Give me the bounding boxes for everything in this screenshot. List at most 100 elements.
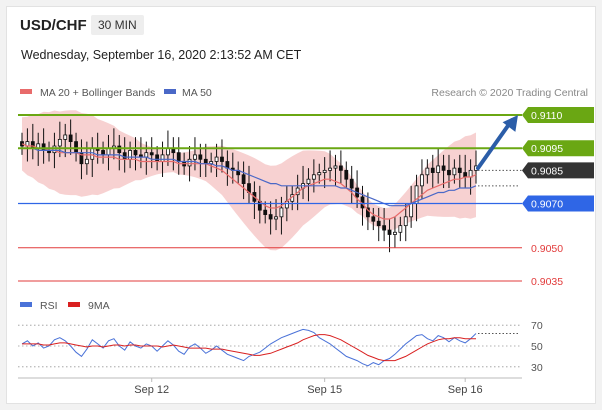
candle-body	[101, 150, 105, 156]
candle-body	[263, 209, 268, 215]
candle	[420, 159, 424, 200]
pivot-label: 0.9070	[531, 199, 563, 211]
candle-body	[160, 154, 165, 162]
chart-card: USD/CHF 30 MIN Wednesday, September 16, …	[6, 6, 596, 404]
timeframe-badge[interactable]: 30 MIN	[91, 15, 144, 35]
candle-body	[220, 156, 224, 162]
x-tick-label: Sep 15	[307, 384, 342, 396]
candle-body	[149, 152, 154, 156]
candle-body	[333, 165, 338, 169]
candle-body	[409, 203, 414, 218]
research-credit: Research © 2020 Trading Central	[431, 87, 588, 99]
candle	[149, 137, 154, 169]
candle-body	[52, 145, 57, 154]
ma50-legend-swatch	[164, 89, 176, 94]
candle	[328, 150, 332, 182]
x-axis: Sep 12 Sep 15 Sep 16	[134, 378, 483, 396]
candle-body	[317, 172, 322, 176]
resistance-tag	[522, 107, 594, 124]
candle-body	[322, 169, 327, 173]
resistance-tag	[522, 140, 594, 157]
candle	[398, 216, 403, 242]
candle-body	[214, 156, 219, 162]
candle-body	[203, 158, 208, 165]
candle-body	[387, 229, 392, 235]
rsi-legend-label: RSI	[40, 300, 58, 312]
candle-body	[133, 150, 138, 156]
candle	[387, 219, 392, 253]
candle-body	[193, 154, 197, 160]
candle-body	[41, 143, 46, 151]
levels-layer: 0.9110 0.9095 0.9085 0.9070 0.9050 0.9035	[18, 107, 594, 288]
candle-body	[74, 141, 78, 154]
candle-body	[84, 158, 89, 165]
candle-body	[274, 216, 278, 220]
candle-body	[349, 178, 354, 189]
candle	[376, 207, 381, 242]
timestamp: Wednesday, September 16, 2020 2:13:52 AM…	[21, 48, 302, 62]
candle-body	[279, 207, 284, 218]
candle	[447, 154, 451, 189]
candle-body	[441, 165, 446, 171]
candle	[220, 139, 224, 173]
candle-body	[403, 216, 408, 227]
x-tick-label: Sep 12	[134, 384, 169, 396]
candle	[274, 199, 278, 231]
candle-body	[68, 134, 73, 143]
candle	[344, 161, 349, 189]
candle	[84, 141, 89, 175]
candle-body	[128, 150, 132, 160]
forecast-arrow-shaft	[476, 118, 514, 171]
candle-body	[447, 169, 451, 176]
candle-body	[430, 167, 435, 173]
candle-body	[241, 174, 246, 185]
candle	[403, 203, 408, 242]
ma20-legend-label: MA 20 + Bollinger Bands	[40, 87, 155, 99]
candle-body	[198, 154, 203, 160]
rsi-tick-label: 70	[531, 320, 543, 332]
candle-body	[344, 169, 349, 180]
candle-body	[382, 225, 387, 231]
candle-body	[371, 216, 376, 222]
ma50-legend-label: MA 50	[182, 87, 212, 99]
candle-body	[268, 214, 273, 220]
rsi-ma-line	[22, 334, 476, 362]
candle-body	[122, 152, 127, 160]
candle-body	[117, 145, 122, 154]
candle-body	[338, 165, 343, 171]
candle-body	[306, 178, 311, 185]
last-price-label: 0.9085	[531, 165, 563, 177]
candle	[441, 154, 446, 189]
candle-body	[57, 138, 62, 147]
candle-body	[420, 174, 424, 187]
candle	[268, 201, 273, 235]
candle	[366, 192, 370, 231]
rsi-legend-swatch	[20, 302, 32, 307]
candle-body	[463, 172, 468, 178]
candle-body	[393, 231, 397, 235]
candle	[57, 121, 62, 158]
candle-body	[90, 147, 95, 160]
pivot-tag	[522, 195, 594, 212]
candle-body	[144, 152, 149, 158]
forecast-arrow-head	[502, 115, 518, 132]
rsi-ma-legend-swatch	[68, 302, 80, 307]
candle-body	[63, 134, 68, 140]
candle-body	[457, 167, 462, 173]
candle	[338, 150, 343, 184]
support-label: 0.9050	[531, 243, 563, 255]
candle-body	[187, 158, 192, 167]
candle	[133, 137, 138, 171]
candle	[457, 154, 462, 189]
candle	[430, 154, 435, 189]
candle-body	[425, 167, 430, 176]
symbol-title: USD/CHF	[20, 17, 87, 34]
candle	[241, 161, 246, 200]
candle	[198, 143, 203, 177]
candle-body	[176, 152, 181, 162]
candle	[306, 168, 311, 202]
candle-body	[452, 167, 457, 176]
candle-body	[366, 207, 370, 218]
candle	[436, 148, 441, 184]
